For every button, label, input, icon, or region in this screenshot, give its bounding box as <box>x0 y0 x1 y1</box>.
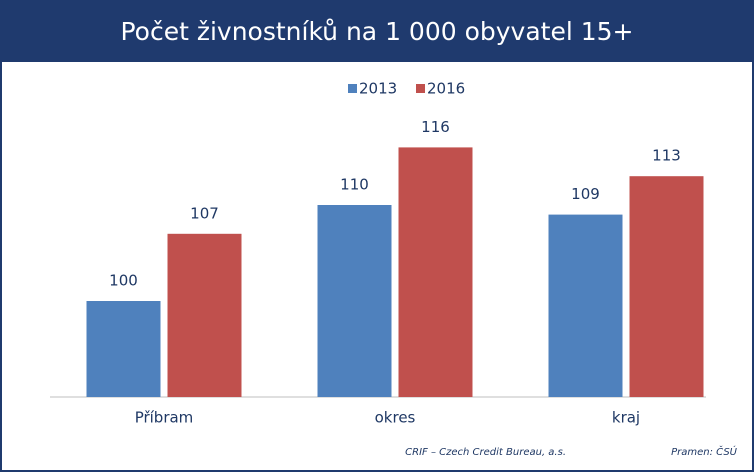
value-label: 110 <box>340 176 369 194</box>
legend-swatch <box>348 84 357 93</box>
x-tick-label: kraj <box>612 409 640 427</box>
bar <box>167 233 242 397</box>
footer-credit: CRIF – Czech Credit Bureau, a.s. <box>405 447 566 458</box>
bar <box>86 301 161 397</box>
bar <box>629 176 704 397</box>
chart-title: Počet živnostníků na 1 000 obyvatel 15+ <box>120 17 633 46</box>
value-label: 116 <box>421 118 450 136</box>
value-label: 113 <box>652 147 681 165</box>
value-label: 100 <box>109 272 138 290</box>
x-tick-label: okres <box>375 409 416 427</box>
bar <box>548 214 623 397</box>
value-label: 107 <box>190 204 219 222</box>
bar <box>398 147 473 397</box>
legend-label: 2013 <box>359 80 397 98</box>
title-bar <box>0 0 754 62</box>
value-label: 109 <box>571 185 600 203</box>
footer-source: Pramen: ČSÚ <box>671 445 738 458</box>
legend-label: 2016 <box>427 80 465 98</box>
bar <box>317 205 392 397</box>
x-tick-label: Příbram <box>135 409 194 427</box>
legend-swatch <box>416 84 425 93</box>
